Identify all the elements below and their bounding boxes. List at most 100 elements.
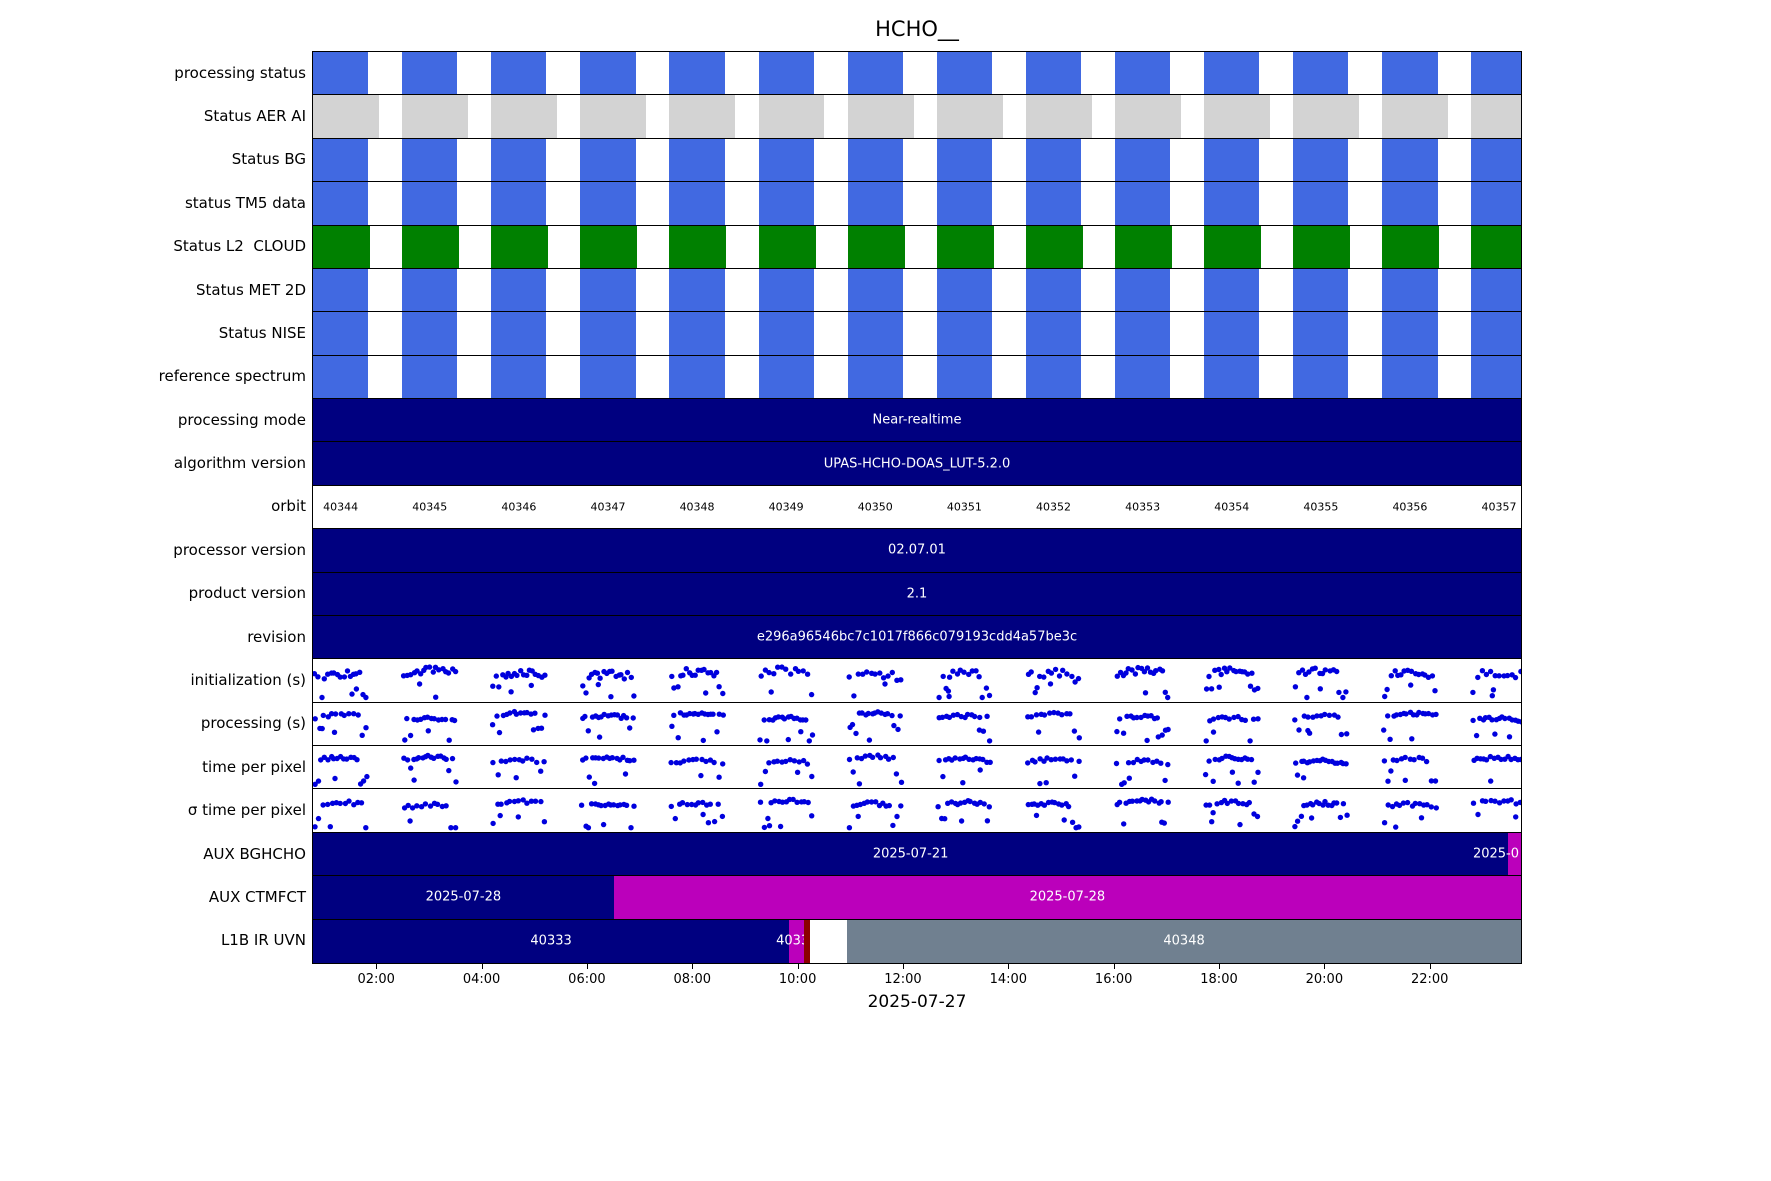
x-axis: 02:00 04:00 06:00 08:00 10:00 12:00 14:00 16:00… xyxy=(0,964,1771,994)
scatter-dot xyxy=(987,759,993,765)
scatter-dot xyxy=(1037,673,1043,680)
scatter-dot xyxy=(1432,778,1439,784)
scatter-dot xyxy=(1488,778,1494,784)
scatter-dot xyxy=(515,798,521,804)
scatter-dot xyxy=(964,711,971,718)
scatter-dot xyxy=(1032,759,1038,765)
status-bar xyxy=(936,182,992,225)
row-orbit: 40344 40345 40346 40347 40348 40349 40350 40351… xyxy=(313,486,1521,530)
scatter-dot xyxy=(1076,735,1082,741)
scatter-dot xyxy=(872,671,878,677)
scatter-dot xyxy=(360,778,367,784)
scatter-dot xyxy=(1506,734,1513,740)
scatter-dot xyxy=(1032,689,1038,696)
scatter-dot xyxy=(1483,671,1490,678)
scatter-dot xyxy=(363,694,369,701)
scatter-dot xyxy=(808,691,815,698)
scatter-dot xyxy=(1113,760,1120,767)
scatter-dot xyxy=(1044,755,1050,761)
scatter-dot xyxy=(1251,779,1257,785)
scatter-dot xyxy=(1340,694,1346,701)
status-bar xyxy=(1204,312,1260,355)
scatter-dot xyxy=(598,802,604,809)
scatter-dot xyxy=(422,801,429,807)
scatter-dot xyxy=(628,825,634,831)
scatter-dot xyxy=(1299,667,1306,673)
scatter-dot xyxy=(890,822,896,829)
scatter-dot xyxy=(1402,754,1408,761)
status-bar xyxy=(1382,95,1449,138)
scatter-dot xyxy=(497,812,503,819)
scatter-dot xyxy=(518,668,524,674)
scatter-dot xyxy=(1153,668,1159,674)
row-processor-version: 02.07.01 xyxy=(313,529,1521,573)
scatter-dot xyxy=(800,668,806,674)
scatter-dot xyxy=(809,732,816,738)
scatter-dot xyxy=(1072,679,1078,685)
scatter-dot xyxy=(1165,761,1171,768)
scatter-dot xyxy=(979,694,985,701)
scatter-dot xyxy=(675,735,681,741)
scatter-dot xyxy=(1117,716,1123,722)
status-bar xyxy=(313,268,369,312)
scatter-dot xyxy=(1518,719,1521,725)
scatter-dot xyxy=(1381,727,1387,733)
scatter-dot xyxy=(940,773,946,780)
scatter-dot xyxy=(683,666,689,672)
scatter-dot xyxy=(610,802,617,808)
scatter-dot xyxy=(761,824,768,831)
scatter-dot xyxy=(1294,772,1301,778)
scatter-dot xyxy=(942,816,948,822)
scatter-dot xyxy=(1033,712,1040,718)
status-bar xyxy=(669,268,725,312)
scatter-dot xyxy=(538,725,545,731)
scatter-dot xyxy=(711,818,718,825)
scatter-dot xyxy=(1402,777,1409,783)
status-bar xyxy=(1382,52,1438,95)
scatter-dot xyxy=(1116,799,1123,805)
scatter-dot xyxy=(846,825,853,831)
scatter-dot xyxy=(331,729,338,735)
scatter-dot xyxy=(325,801,331,808)
row-value-processing-mode: Near-realtime xyxy=(872,412,962,428)
status-bar xyxy=(580,268,636,312)
scatter-dot xyxy=(720,690,726,697)
scatter-dot xyxy=(1246,799,1252,806)
scatter-dot xyxy=(538,798,544,805)
scatter-dot xyxy=(885,756,892,762)
status-bar xyxy=(1025,52,1082,95)
scatter-dot xyxy=(701,666,707,673)
scatter-dot xyxy=(771,671,777,677)
scatter-dot xyxy=(981,801,987,807)
scatter-dot xyxy=(1132,671,1139,677)
x-tick-mark xyxy=(1324,964,1326,969)
scatter-dot xyxy=(585,825,592,831)
row-status-nise xyxy=(313,312,1521,356)
status-bar xyxy=(402,138,458,182)
scatter-dot xyxy=(1035,729,1042,735)
scatter-dot xyxy=(1312,665,1318,671)
x-tick-label: 12:00 xyxy=(884,972,922,987)
scatter-dot xyxy=(1218,671,1224,678)
scatter-dot xyxy=(442,716,449,723)
scatter-dot xyxy=(490,820,496,827)
scatter-dot xyxy=(1490,687,1497,693)
scatter-dot xyxy=(623,802,630,808)
x-tick-label: 02:00 xyxy=(357,972,395,987)
status-bar xyxy=(491,95,558,138)
scatter-dot xyxy=(507,710,513,716)
status-bar xyxy=(491,268,547,312)
scatter-dot xyxy=(315,778,322,784)
scatter-dot xyxy=(1389,803,1396,810)
scatter-dot xyxy=(358,800,365,806)
scatter-dot xyxy=(354,757,360,763)
scatter-dot xyxy=(363,725,369,731)
scatter-dot xyxy=(349,691,355,697)
status-bar xyxy=(491,182,547,225)
scatter-dot xyxy=(768,689,774,695)
orbit-number: 40344 xyxy=(323,500,359,514)
scatter-dot xyxy=(621,676,627,682)
scatter-dot xyxy=(414,668,420,674)
status-bar xyxy=(402,312,458,355)
scatter-dot xyxy=(446,737,452,743)
